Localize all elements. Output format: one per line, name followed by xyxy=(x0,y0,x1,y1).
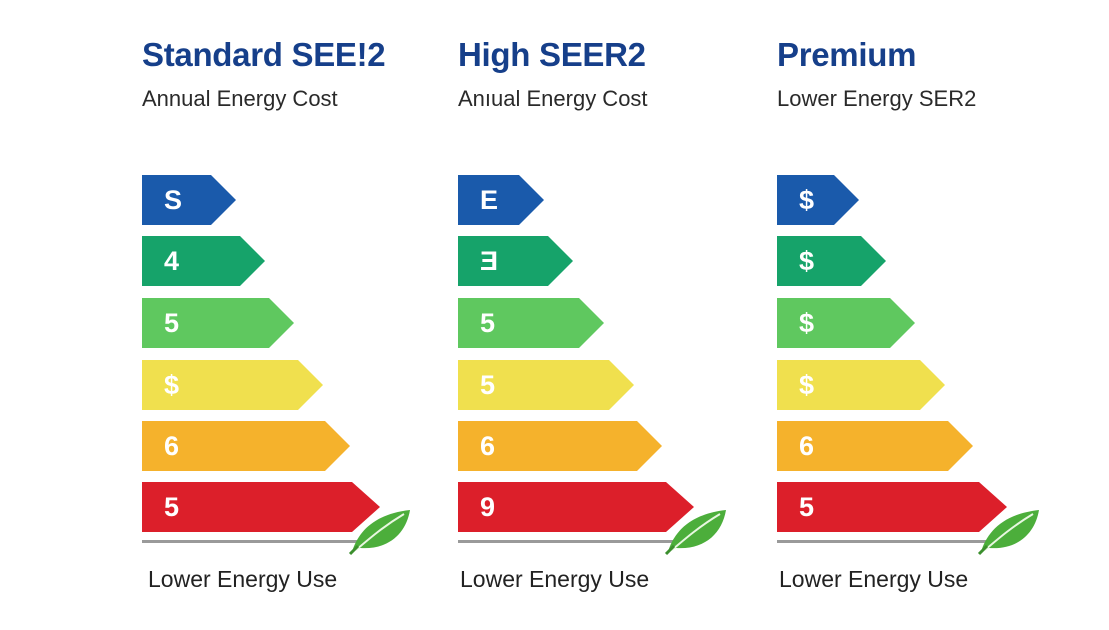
footer-label: Lower Energy Use xyxy=(148,566,338,592)
rating-bar-label: 4 xyxy=(164,246,180,276)
rating-bar-2: 4 xyxy=(142,236,265,286)
rating-bar-label: $ xyxy=(799,246,815,276)
rating-bar-label: $ xyxy=(799,185,815,215)
leaf-icon xyxy=(664,504,728,556)
leaf-icon xyxy=(977,504,1041,556)
rating-bar-4: $ xyxy=(142,360,323,410)
baseline xyxy=(142,540,382,543)
rating-bar-label: S xyxy=(164,185,183,215)
rating-bar-label: 5 xyxy=(164,308,180,338)
rating-bar-label: $ xyxy=(164,370,180,400)
rating-bar-label: Ǝ xyxy=(480,246,499,276)
rating-bar-5: 6 xyxy=(777,421,973,471)
rating-bar-4: 5 xyxy=(458,360,634,410)
baseline xyxy=(458,540,694,543)
rating-bar-label: 6 xyxy=(164,431,180,461)
rating-bar-5: 6 xyxy=(142,421,350,471)
panel-title: High SEER2 xyxy=(458,36,646,73)
baseline xyxy=(777,540,1007,543)
panel-subtitle: Anıual Energy Cost xyxy=(458,86,648,111)
rating-bar-1: $ xyxy=(777,175,859,225)
rating-bar-label: 9 xyxy=(480,492,496,522)
rating-bar-2: $ xyxy=(777,236,886,286)
footer-label: Lower Energy Use xyxy=(779,566,969,592)
rating-bar-3: $ xyxy=(777,298,915,348)
rating-bar-5: 6 xyxy=(458,421,662,471)
rating-bar-label: 5 xyxy=(799,492,815,522)
rating-bar-1: S xyxy=(142,175,236,225)
panel-standard: Standard SEE!2 Annual Energy Cost S 4 5 … xyxy=(142,0,462,630)
rating-bar-2: Ǝ xyxy=(458,236,573,286)
rating-bar-label: $ xyxy=(799,308,815,338)
rating-bar-3: 5 xyxy=(458,298,604,348)
panel-high: High SEER2 Anıual Energy Cost E Ǝ 5 5 6 … xyxy=(458,0,778,630)
rating-bar-6: 9 xyxy=(458,482,694,532)
rating-bar-label: 6 xyxy=(480,431,496,461)
rating-bar-label: 5 xyxy=(164,492,180,522)
panel-subtitle: Lower Energy SER2 xyxy=(777,86,977,111)
panel-premium: Premium Lower Energy SER2 $ $ $ $ 6 5 xyxy=(777,0,1097,630)
footer-label: Lower Energy Use xyxy=(460,566,650,592)
rating-bar-label: $ xyxy=(799,370,815,400)
rating-bar-6: 5 xyxy=(142,482,380,532)
rating-bar-label: 6 xyxy=(799,431,815,461)
rating-bar-6: 5 xyxy=(777,482,1007,532)
rating-bar-4: $ xyxy=(777,360,945,410)
rating-bar-label: 5 xyxy=(480,370,496,400)
panel-subtitle: Annual Energy Cost xyxy=(142,86,338,111)
rating-bar-label: 5 xyxy=(480,308,496,338)
rating-bar-label: E xyxy=(480,185,499,215)
rating-bar-3: 5 xyxy=(142,298,294,348)
panel-title: Standard SEE!2 xyxy=(142,36,386,73)
rating-bar-1: E xyxy=(458,175,544,225)
panel-title: Premium xyxy=(777,36,917,73)
leaf-icon xyxy=(348,504,412,556)
